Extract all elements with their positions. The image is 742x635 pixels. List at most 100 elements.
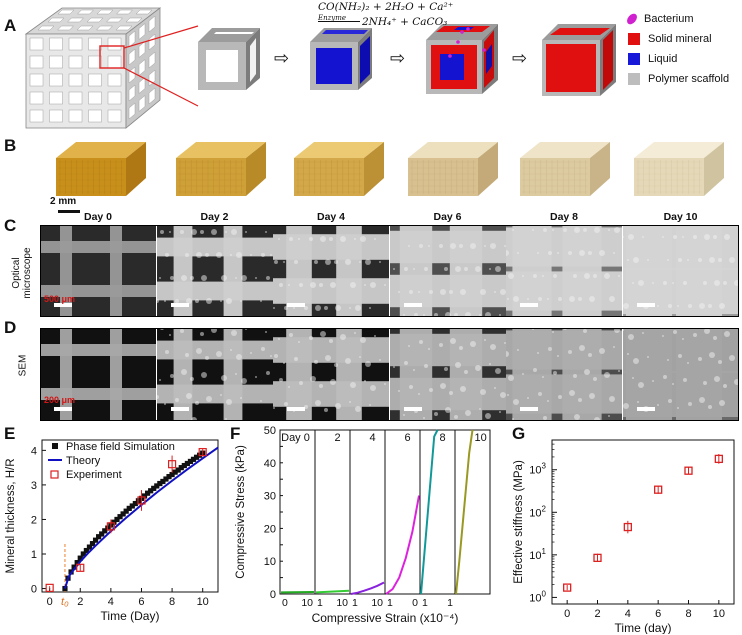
y-axis-label: Effective stiffness (MPa) [513,460,525,584]
simulation-point [154,483,160,489]
day-label: Day 0 [83,211,113,223]
experiment-point [45,583,54,592]
simulation-point [129,503,135,509]
optical-label-2: microscope [22,247,33,299]
stress-curve [350,581,385,595]
sub-plot-day-label: 4 [370,432,376,444]
simulation-point [96,534,102,540]
simulation-point [175,467,181,473]
x-tick-label: 6 [138,596,144,608]
cube-mineralizing [426,24,498,94]
optical-image-tile [389,225,506,317]
simulation-point [111,519,117,525]
optical-image-tile [506,225,622,317]
x-tick-label: 0 [47,596,53,608]
x-tick-label: 10 [371,597,383,609]
stiffness-point [684,466,693,475]
optical-row-frame [40,225,739,317]
legend-label: Liquid [648,53,678,65]
chart-effective-stiffness: 0 2 4 6 8 10 100 101 102 103 Time (day) Effective s… [513,439,735,634]
sub-plot-frame [314,429,351,595]
x-axis-label: Time (Day) [101,609,160,623]
simulation-point [123,508,129,514]
reaction-enzyme: Enzyme [318,14,347,22]
scalebar-d-label: 200 μm [44,395,76,405]
day-label: Day 8 [549,211,579,223]
cube-empty-scaffold [198,28,260,90]
simulation-point [151,485,157,491]
sub-plot-day-label: 2 [335,432,341,444]
day-label: Day 2 [200,211,229,223]
panel-label-c: C [4,216,17,235]
x-tick-label: 10 [336,597,348,609]
simulation-point [74,560,80,566]
sample-block-photo [56,142,146,196]
simulation-point [80,551,86,557]
simulation-point [184,460,190,467]
simulation-point [126,505,132,511]
simulation-point [166,474,172,480]
panel-label-e: E [4,424,16,443]
lattice-cube-illustration [24,7,162,129]
panel-label-d: D [4,318,17,337]
stress-curve [315,589,350,594]
sem-image-tile [156,328,273,421]
simulation-point [169,471,175,478]
y-tick-label: 100 [529,589,546,604]
y-tick-label: 30 [264,491,276,503]
x-tick-label: 8 [685,608,691,620]
sample-block-photo [634,142,724,196]
stress-curve [385,495,420,595]
simulation-point [99,531,105,537]
chart-e-legend: Phase field Simulation Theory Experiment [48,441,175,481]
sample-block-photo [294,142,384,196]
bacterium-swatch [625,11,639,27]
panel-label-f: F [230,424,241,443]
sample-block-photo [520,142,610,196]
stress-curve [455,429,474,595]
experiment-point [137,490,146,511]
optical-image-tile [40,225,156,317]
stiffness-point [623,520,632,534]
legend-label: Solid mineral [648,33,712,45]
sem-image-tile [40,328,156,421]
sample-block-photo [176,142,266,196]
simulation-point [83,547,89,554]
y-tick-label: 2 [31,514,37,526]
legend-liquid: Liquid [628,53,677,65]
legend-label: Theory [66,455,101,467]
x-tick-label: 1 [317,597,323,609]
sub-plot-day-label: 6 [405,432,411,444]
legend-label: Phase field Simulation [66,441,175,453]
y-tick-label: 1 [31,549,37,561]
y-tick-label: 0 [31,584,37,596]
y-tick-label: 50 [264,425,276,437]
y-axis-label: Compressive Stress (kPa) [235,445,247,579]
simulation-point [141,493,148,499]
arrow-icon: ⇨ [274,48,290,68]
reaction-reactants: CO(NH₂)₂ + 2H₂O + Ca²⁺ [318,1,454,13]
sub-plot-day-label: 10 [475,432,487,444]
x-tick-label: 1 [352,597,358,609]
optical-image-tile [273,225,389,317]
experiment-point [106,519,115,534]
optical-label-1: Optical [11,257,22,289]
x-tick-label: 4 [625,608,631,620]
simulation-point [120,511,126,517]
sem-row-label: SEM [17,354,29,377]
x-tick-label: 0 [282,597,288,609]
stress-curve [420,429,439,595]
experiment-point [167,455,177,473]
panel-label-a: A [4,16,17,35]
simulation-point [157,480,163,487]
liquid-swatch [628,53,640,65]
legend-polymer-scaffold: Polymer scaffold [628,73,729,85]
theory-line [64,446,219,589]
reaction-products: 2NH₄⁺ + CaCO₃ [362,16,448,28]
y-tick-label: 102 [529,504,546,519]
x-tick-label: 10 [713,608,725,620]
x-tick-label: 1 [447,597,453,609]
simulation-point [193,454,200,460]
panel-label-b: B [4,136,17,155]
